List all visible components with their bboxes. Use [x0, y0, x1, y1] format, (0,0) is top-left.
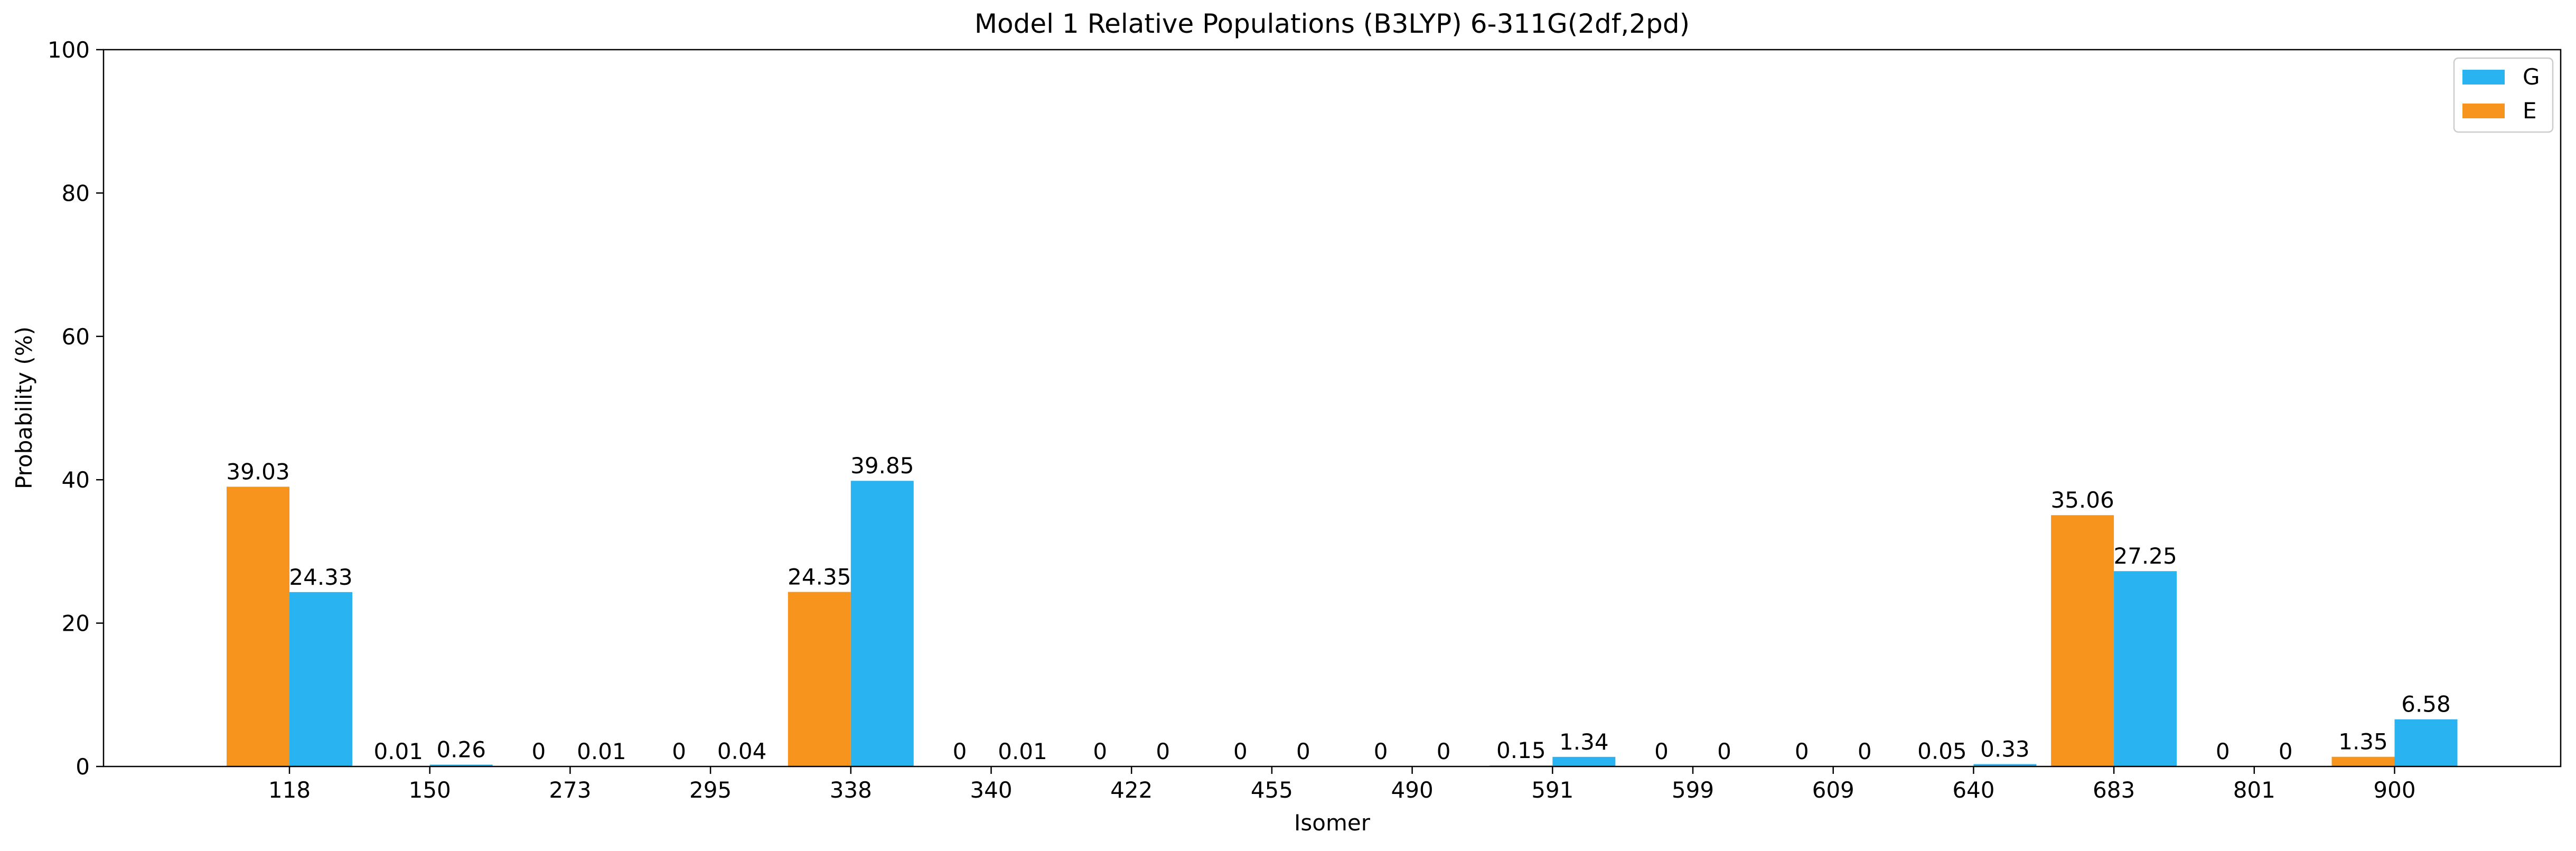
bar-value-label-g-801: 0 [2279, 738, 2293, 764]
legend-label-g: G [2523, 64, 2540, 90]
bar-value-label-e-900: 1.35 [2338, 729, 2388, 755]
bars-layer [227, 481, 2458, 766]
bar-value-label-g-295: 0.04 [717, 738, 767, 764]
legend-label-e: E [2523, 98, 2537, 124]
y-tick-label: 80 [62, 180, 90, 206]
y-tick-label: 20 [62, 611, 90, 637]
bar-value-label-g-490: 0 [1437, 738, 1451, 764]
bar-value-label-g-118: 24.33 [289, 564, 352, 590]
x-tick-label: 273 [549, 777, 591, 803]
bar-value-label-e-640: 0.05 [1917, 738, 1967, 764]
x-axis: 118 150 273 295 338 340 422 455 490 591 599 609 640 6… [268, 766, 2416, 803]
y-axis-label: Probability (%) [11, 326, 37, 489]
legend-swatch-e [2462, 104, 2505, 118]
x-tick-label: 338 [830, 777, 872, 803]
y-tick-label: 60 [62, 324, 90, 350]
x-tick-label: 455 [1251, 777, 1293, 803]
y-axis: 0 20 40 60 80 100 [48, 37, 104, 780]
x-tick-label: 118 [268, 777, 311, 803]
bar-value-label-e-801: 0 [2216, 738, 2230, 764]
x-tick-label: 422 [1110, 777, 1153, 803]
bar-value-label-e-683: 35.06 [2050, 487, 2114, 513]
bar-value-label-e-338: 24.35 [788, 564, 851, 590]
bar-value-label-e-295: 0 [672, 738, 686, 764]
bar-value-label-e-455: 0 [1233, 738, 1248, 764]
x-tick-label: 150 [409, 777, 451, 803]
bar-g-591 [1552, 756, 1616, 766]
bar-value-label-e-599: 0 [1654, 738, 1669, 764]
x-tick-label: 640 [1952, 777, 1994, 803]
x-tick-label: 340 [970, 777, 1012, 803]
bar-g-118 [289, 592, 352, 766]
x-tick-label: 609 [1812, 777, 1854, 803]
y-tick-label: 0 [76, 754, 90, 780]
bar-value-label-g-683: 27.25 [2113, 543, 2177, 569]
bar-value-label-e-150: 0.01 [373, 738, 423, 764]
bar-value-label-g-599: 0 [1717, 738, 1731, 764]
bar-value-label-g-900: 6.58 [2401, 691, 2451, 717]
y-tick-label: 100 [48, 37, 90, 63]
x-tick-label: 900 [2373, 777, 2415, 803]
x-tick-label: 683 [2093, 777, 2135, 803]
bar-e-118 [227, 487, 289, 766]
legend-swatch-g [2462, 70, 2505, 85]
x-tick-label: 591 [1531, 777, 1573, 803]
y-tick-label: 40 [62, 467, 90, 493]
x-tick-label: 490 [1391, 777, 1434, 803]
chart-title: Model 1 Relative Populations (B3LYP) 6-3… [975, 8, 1690, 39]
bar-value-label-e-340: 0 [953, 738, 967, 764]
bar-labels-layer: 39.03 24.33 0.01 0.26 0 0.01 0 0.04 24.35 39.85 0 0… [226, 453, 2450, 764]
bar-value-label-e-609: 0 [1795, 738, 1809, 764]
bar-e-338 [788, 592, 851, 766]
bar-value-label-e-118: 39.03 [226, 459, 289, 484]
bar-e-683 [2051, 515, 2114, 766]
x-tick-label: 599 [1672, 777, 1714, 803]
plot-frame [102, 49, 2562, 768]
bar-g-683 [2114, 571, 2177, 766]
bar-value-label-g-591: 1.34 [1559, 729, 1609, 755]
bar-e-900 [2331, 756, 2395, 766]
bar-value-label-e-422: 0 [1093, 738, 1107, 764]
x-axis-label: Isomer [1294, 810, 1371, 836]
x-tick-label: 801 [2233, 777, 2275, 803]
bar-value-label-e-273: 0 [532, 738, 546, 764]
bar-value-label-g-640: 0.33 [1980, 736, 2030, 762]
bar-g-900 [2394, 719, 2458, 766]
bar-value-label-e-591: 0.15 [1496, 737, 1546, 763]
bar-g-150 [429, 764, 493, 766]
bar-value-label-g-273: 0.01 [577, 738, 626, 764]
bar-value-label-e-490: 0 [1374, 738, 1388, 764]
bar-value-label-g-340: 0.01 [998, 738, 1047, 764]
bar-value-label-g-609: 0 [1858, 738, 1872, 764]
bar-value-label-g-455: 0 [1296, 738, 1310, 764]
bar-value-label-g-422: 0 [1156, 738, 1170, 764]
bar-value-label-g-338: 39.85 [850, 453, 914, 479]
bar-value-label-g-150: 0.26 [436, 736, 486, 762]
bar-g-640 [1973, 764, 2037, 766]
bar-g-338 [850, 481, 914, 766]
x-tick-label: 295 [689, 777, 732, 803]
legend: G E [2453, 57, 2554, 133]
